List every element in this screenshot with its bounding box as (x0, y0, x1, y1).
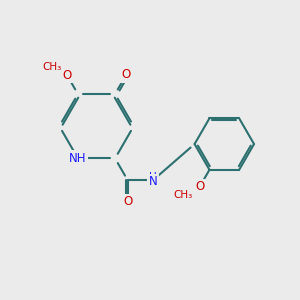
Text: CH₃: CH₃ (173, 190, 192, 200)
Text: O: O (122, 68, 131, 81)
Text: N: N (148, 175, 157, 188)
Text: O: O (123, 195, 132, 208)
Text: CH₃: CH₃ (42, 61, 62, 72)
Text: NH: NH (69, 152, 87, 165)
Text: O: O (63, 69, 72, 82)
Text: O: O (195, 180, 204, 193)
Text: H: H (149, 172, 157, 182)
